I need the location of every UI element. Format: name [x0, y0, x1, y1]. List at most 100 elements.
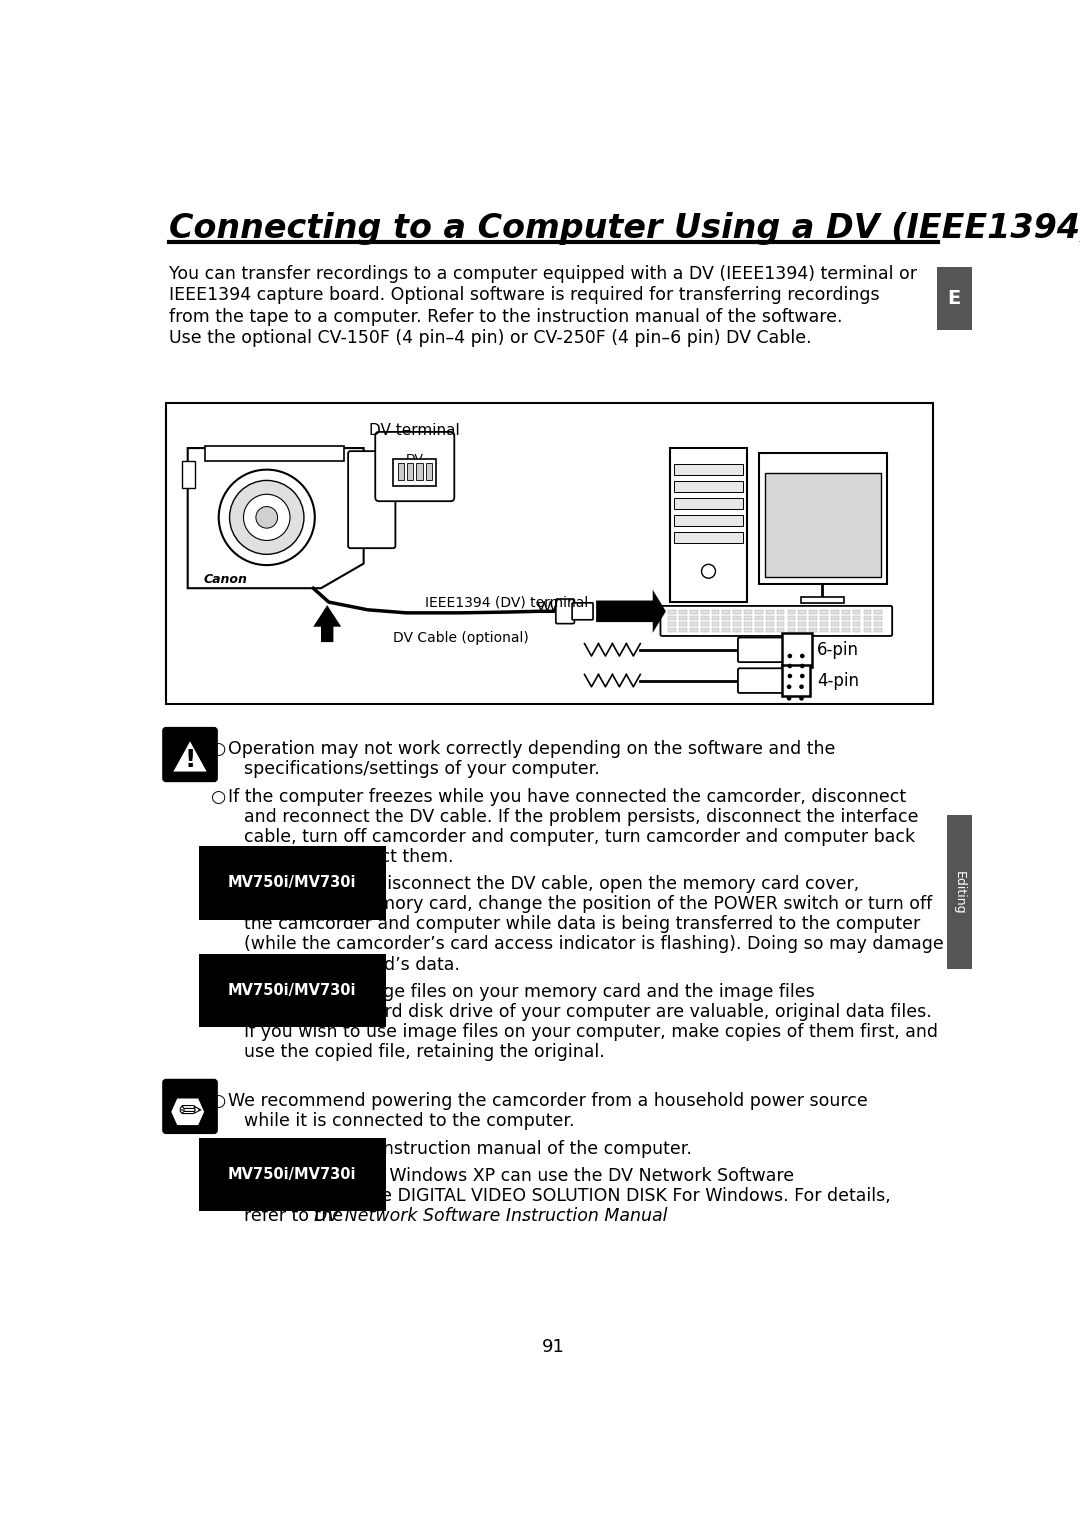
- FancyBboxPatch shape: [163, 1079, 217, 1133]
- Text: on and reconnect them.: on and reconnect them.: [243, 848, 453, 866]
- Text: saved on the hard disk drive of your computer are valuable, original data files.: saved on the hard disk drive of your com…: [243, 1003, 931, 1021]
- Polygon shape: [596, 590, 666, 633]
- Circle shape: [800, 673, 805, 678]
- Bar: [937, 267, 972, 330]
- Text: ○: ○: [211, 1139, 227, 1157]
- Text: ○: ○: [211, 740, 227, 757]
- Bar: [841, 616, 850, 619]
- Bar: [690, 610, 698, 613]
- Bar: [766, 622, 773, 625]
- Bar: [759, 454, 887, 584]
- Bar: [690, 629, 698, 632]
- Text: MV750i/MV730i: MV750i/MV730i: [228, 983, 356, 998]
- Circle shape: [230, 480, 303, 555]
- Text: ○: ○: [211, 788, 227, 806]
- Circle shape: [799, 696, 804, 701]
- Bar: [744, 629, 752, 632]
- Bar: [831, 616, 839, 619]
- Text: If the computer freezes while you have connected the camcorder, disconnect: If the computer freezes while you have c…: [228, 788, 906, 806]
- Bar: [723, 610, 730, 613]
- Bar: [875, 622, 882, 625]
- Text: contained on the DIGITAL VIDEO SOLUTION DISK For Windows. For details,: contained on the DIGITAL VIDEO SOLUTION …: [243, 1187, 890, 1205]
- FancyBboxPatch shape: [163, 728, 217, 782]
- Text: cable, turn off camcorder and computer, turn camcorder and computer back: cable, turn off camcorder and computer, …: [243, 828, 915, 846]
- Bar: [798, 610, 806, 613]
- Circle shape: [799, 684, 804, 688]
- Text: IEEE1394 capture board. Optional software is required for transferring recording: IEEE1394 capture board. Optional softwar…: [170, 287, 880, 305]
- Circle shape: [256, 506, 278, 529]
- Text: Use the optional CV-150F (4 pin–4 pin) or CV-250F (4 pin–6 pin) DV Cable.: Use the optional CV-150F (4 pin–4 pin) o…: [170, 330, 812, 348]
- Bar: [744, 610, 752, 613]
- Bar: [852, 629, 861, 632]
- Bar: [679, 616, 687, 619]
- Text: the memory card’s data.: the memory card’s data.: [243, 955, 459, 973]
- Bar: [787, 622, 795, 625]
- Bar: [733, 622, 741, 625]
- Text: remove the memory card, change the position of the POWER switch or turn off: remove the memory card, change the posit…: [243, 895, 932, 914]
- Text: ○: ○: [211, 983, 227, 1001]
- Bar: [831, 610, 839, 613]
- Bar: [864, 622, 872, 625]
- Text: Refer also to the instruction manual of the computer.: Refer also to the instruction manual of …: [228, 1139, 692, 1157]
- Text: The image files on your memory card and the image files: The image files on your memory card and …: [308, 983, 815, 1001]
- FancyBboxPatch shape: [572, 602, 593, 619]
- Text: !: !: [185, 748, 195, 773]
- Text: ○: ○: [211, 1167, 227, 1185]
- Text: 6-pin: 6-pin: [816, 641, 859, 659]
- Bar: [809, 610, 816, 613]
- Bar: [733, 616, 741, 619]
- Text: We recommend powering the camcorder from a household power source: We recommend powering the camcorder from…: [228, 1091, 867, 1110]
- Bar: [777, 616, 784, 619]
- FancyBboxPatch shape: [738, 638, 784, 662]
- Bar: [205, 446, 345, 461]
- Bar: [712, 610, 719, 613]
- Bar: [787, 629, 795, 632]
- Bar: [820, 629, 828, 632]
- Bar: [800, 596, 845, 602]
- Bar: [690, 622, 698, 625]
- Text: DV Cable (optional): DV Cable (optional): [393, 630, 528, 644]
- Bar: [947, 816, 972, 969]
- Bar: [798, 622, 806, 625]
- Text: specifications/settings of your computer.: specifications/settings of your computer…: [243, 760, 599, 777]
- Text: E: E: [947, 290, 961, 308]
- FancyBboxPatch shape: [556, 599, 575, 624]
- Bar: [852, 622, 861, 625]
- Polygon shape: [188, 448, 364, 589]
- Circle shape: [218, 469, 314, 566]
- Text: ○: ○: [211, 1091, 227, 1110]
- Text: Canon: Canon: [203, 573, 247, 586]
- Bar: [690, 616, 698, 619]
- Text: while it is connected to the computer.: while it is connected to the computer.: [243, 1111, 573, 1130]
- Text: DV: DV: [406, 452, 423, 466]
- Bar: [670, 448, 747, 602]
- Bar: [820, 610, 828, 613]
- Text: Editing: Editing: [954, 871, 967, 914]
- Text: .: .: [521, 1208, 526, 1225]
- Circle shape: [787, 664, 793, 668]
- Bar: [766, 610, 773, 613]
- Bar: [831, 629, 839, 632]
- Bar: [809, 629, 816, 632]
- Bar: [782, 633, 811, 667]
- Circle shape: [786, 684, 792, 688]
- Bar: [712, 622, 719, 625]
- Bar: [712, 629, 719, 632]
- Text: from the tape to a computer. Refer to the instruction manual of the software.: from the tape to a computer. Refer to th…: [170, 308, 842, 327]
- Text: 91: 91: [542, 1338, 565, 1355]
- Text: You can transfer recordings to a computer equipped with a DV (IEEE1394) terminal: You can transfer recordings to a compute…: [170, 265, 917, 282]
- FancyBboxPatch shape: [661, 606, 892, 636]
- Bar: [755, 629, 762, 632]
- Bar: [733, 610, 741, 613]
- Bar: [782, 665, 810, 696]
- Bar: [674, 532, 743, 543]
- Text: ✏: ✏: [178, 1098, 202, 1125]
- Polygon shape: [313, 606, 341, 642]
- Text: (while the camcorder’s card access indicator is flashing). Doing so may damage: (while the camcorder’s card access indic…: [243, 935, 943, 954]
- Bar: [674, 481, 743, 492]
- Bar: [744, 616, 752, 619]
- Bar: [393, 458, 436, 486]
- Bar: [841, 629, 850, 632]
- Circle shape: [800, 653, 805, 658]
- Bar: [777, 629, 784, 632]
